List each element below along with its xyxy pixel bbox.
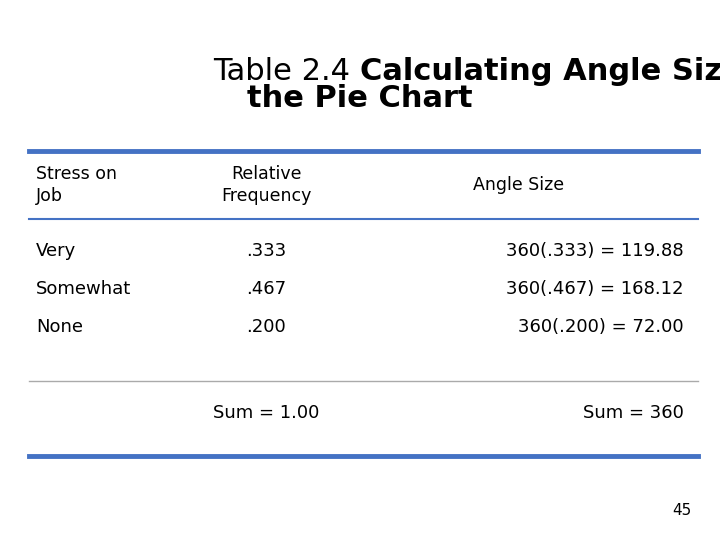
Text: 360(.333) = 119.88: 360(.333) = 119.88 — [506, 242, 684, 260]
Text: 360(.467) = 168.12: 360(.467) = 168.12 — [506, 280, 684, 298]
Text: .333: .333 — [246, 242, 287, 260]
Text: Stress on
Job: Stress on Job — [36, 165, 117, 205]
Text: .467: .467 — [246, 280, 287, 298]
Text: Sum = 1.00: Sum = 1.00 — [213, 404, 320, 422]
Text: 45: 45 — [672, 503, 691, 518]
Text: Sum = 360: Sum = 360 — [583, 404, 684, 422]
Text: Angle Size: Angle Size — [473, 176, 564, 194]
Text: Somewhat: Somewhat — [36, 280, 131, 298]
Text: .200: .200 — [246, 318, 287, 336]
Text: the Pie Chart: the Pie Chart — [247, 84, 473, 113]
Text: Relative
Frequency: Relative Frequency — [221, 165, 312, 205]
Text: None: None — [36, 318, 83, 336]
Text: 360(.200) = 72.00: 360(.200) = 72.00 — [518, 318, 684, 336]
Text: Table 2.4: Table 2.4 — [213, 57, 360, 86]
Text: Calculating Angle Sizes for: Calculating Angle Sizes for — [360, 57, 720, 86]
Text: Very: Very — [36, 242, 76, 260]
